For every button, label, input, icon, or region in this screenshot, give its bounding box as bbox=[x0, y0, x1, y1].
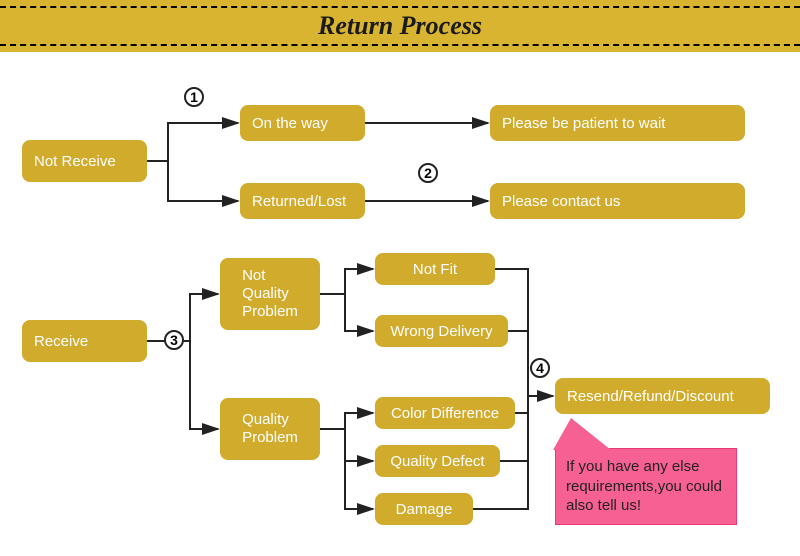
banner: Return Process bbox=[0, 0, 800, 52]
node-label: QualityProblem bbox=[242, 411, 298, 447]
node-please-wait: Please be patient to wait bbox=[490, 105, 745, 141]
node-label: Returned/Lost bbox=[252, 193, 346, 210]
badge-label: 4 bbox=[536, 360, 544, 376]
node-label: Wrong Delivery bbox=[390, 323, 492, 340]
node-quality-defect: Quality Defect bbox=[375, 445, 500, 477]
callout-tail-icon bbox=[553, 418, 611, 450]
badge-label: 1 bbox=[190, 89, 198, 105]
node-label: Receive bbox=[34, 333, 88, 350]
node-damage: Damage bbox=[375, 493, 473, 525]
node-not-fit: Not Fit bbox=[375, 253, 495, 285]
node-not-receive: Not Receive bbox=[22, 140, 147, 182]
node-label: Color Difference bbox=[391, 405, 499, 422]
node-label: Please contact us bbox=[502, 193, 620, 210]
node-color-difference: Color Difference bbox=[375, 397, 515, 429]
badge-4: 4 bbox=[530, 358, 550, 378]
node-label: Damage bbox=[396, 501, 453, 518]
node-label: On the way bbox=[252, 115, 328, 132]
node-label: Please be patient to wait bbox=[502, 115, 665, 132]
node-label: Not Fit bbox=[413, 261, 457, 278]
node-label: Quality Defect bbox=[390, 453, 484, 470]
node-quality-problem: QualityProblem bbox=[220, 398, 320, 460]
badge-3: 3 bbox=[164, 330, 184, 350]
node-returned-lost: Returned/Lost bbox=[240, 183, 365, 219]
node-not-quality-problem: NotQualityProblem bbox=[220, 258, 320, 330]
badge-label: 3 bbox=[170, 332, 178, 348]
node-resend-refund-discount: Resend/Refund/Discount bbox=[555, 378, 770, 414]
badge-label: 2 bbox=[424, 165, 432, 181]
node-label: Not Receive bbox=[34, 153, 116, 170]
node-on-the-way: On the way bbox=[240, 105, 365, 141]
node-receive: Receive bbox=[22, 320, 147, 362]
node-label: Resend/Refund/Discount bbox=[567, 388, 734, 405]
badge-1: 1 bbox=[184, 87, 204, 107]
banner-title: Return Process bbox=[318, 11, 482, 41]
callout-text: If you have any else requirements,you co… bbox=[566, 458, 722, 514]
badge-2: 2 bbox=[418, 163, 438, 183]
node-label: NotQualityProblem bbox=[242, 267, 298, 321]
callout-speech-bubble: If you have any else requirements,you co… bbox=[555, 448, 737, 525]
node-please-contact: Please contact us bbox=[490, 183, 745, 219]
node-wrong-delivery: Wrong Delivery bbox=[375, 315, 508, 347]
